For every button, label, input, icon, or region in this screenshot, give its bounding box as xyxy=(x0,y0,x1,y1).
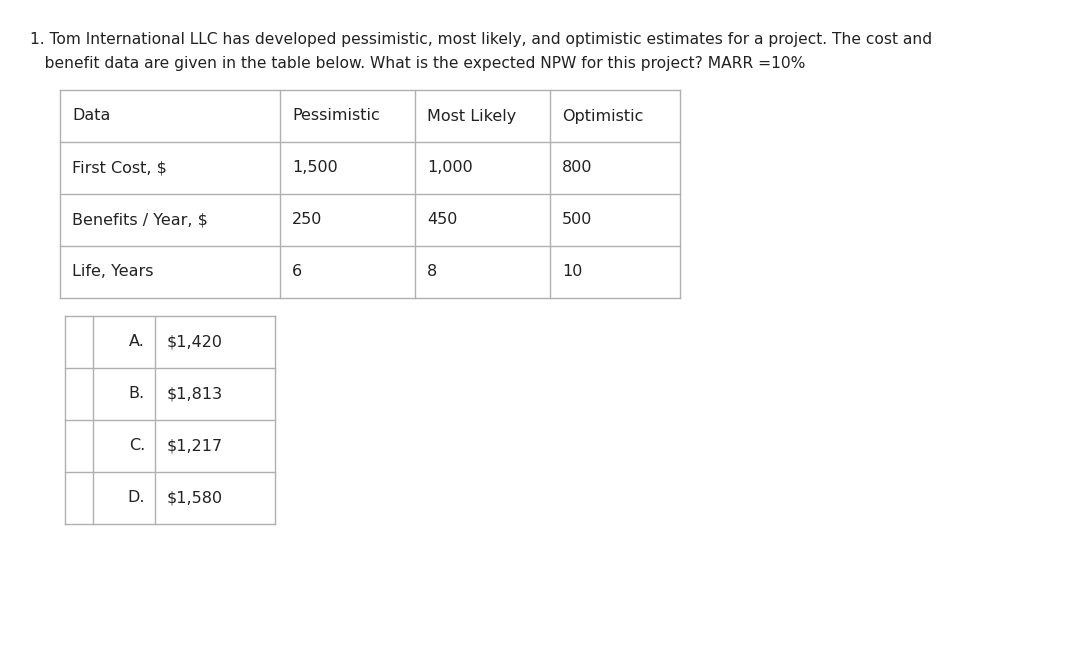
Text: 10: 10 xyxy=(562,265,582,280)
Text: B.: B. xyxy=(129,386,145,401)
Text: 1. Tom International LLC has developed pessimistic, most likely, and optimistic : 1. Tom International LLC has developed p… xyxy=(30,32,932,47)
Text: D.: D. xyxy=(127,490,145,505)
Text: Pessimistic: Pessimistic xyxy=(292,109,380,124)
Text: $1,580: $1,580 xyxy=(167,490,224,505)
Text: A.: A. xyxy=(130,334,145,349)
Text: $1,217: $1,217 xyxy=(167,438,224,453)
Text: 1,500: 1,500 xyxy=(292,161,338,176)
Text: 450: 450 xyxy=(427,213,457,228)
Text: Most Likely: Most Likely xyxy=(427,109,516,124)
Text: C.: C. xyxy=(129,438,145,453)
Text: 8: 8 xyxy=(427,265,437,280)
Text: 500: 500 xyxy=(562,213,592,228)
Text: 250: 250 xyxy=(292,213,322,228)
Text: Data: Data xyxy=(72,109,110,124)
Text: 6: 6 xyxy=(292,265,302,280)
Text: Life, Years: Life, Years xyxy=(72,265,153,280)
Text: Benefits / Year, $: Benefits / Year, $ xyxy=(72,213,207,228)
Text: 800: 800 xyxy=(562,161,593,176)
Text: benefit data are given in the table below. What is the expected NPW for this pro: benefit data are given in the table belo… xyxy=(30,56,806,71)
Text: $1,420: $1,420 xyxy=(167,334,222,349)
Text: Optimistic: Optimistic xyxy=(562,109,644,124)
Text: 1,000: 1,000 xyxy=(427,161,473,176)
Text: $1,813: $1,813 xyxy=(167,386,224,401)
Text: First Cost, $: First Cost, $ xyxy=(72,161,167,176)
